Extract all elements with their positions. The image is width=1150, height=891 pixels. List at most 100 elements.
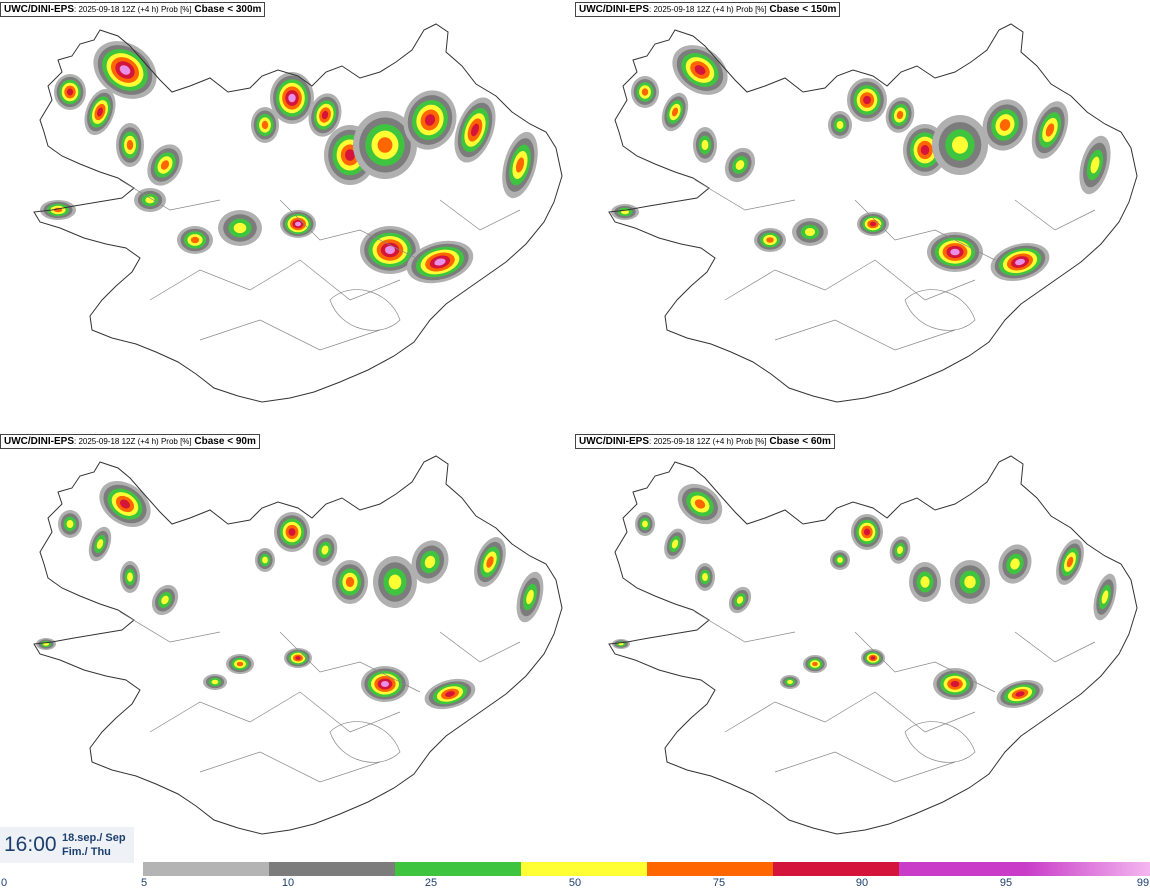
map-panel-150m: UWC/DINI-EPS: 2025-09-18 12Z (+4 h) Prob… bbox=[575, 0, 1150, 430]
probability-contour bbox=[701, 139, 709, 151]
region-border bbox=[279, 199, 421, 261]
legend-swatch-25-50 bbox=[395, 862, 521, 876]
probability-contour bbox=[735, 160, 745, 170]
region-border bbox=[1014, 199, 1096, 231]
probability-contour bbox=[641, 88, 649, 96]
region-border bbox=[279, 631, 421, 693]
probability-contour bbox=[920, 145, 930, 155]
legend-tick: 0 bbox=[0, 877, 8, 889]
coastline bbox=[608, 23, 1138, 403]
region-border bbox=[329, 289, 401, 331]
probability-field bbox=[611, 45, 1111, 282]
probability-contour bbox=[896, 110, 904, 120]
map-content bbox=[608, 455, 1138, 835]
probability-contour bbox=[486, 556, 494, 568]
legend-swatch-50-75 bbox=[521, 862, 647, 876]
map-content bbox=[33, 455, 563, 835]
legend-swatch-5-10 bbox=[143, 862, 269, 876]
probability-contour bbox=[787, 680, 793, 684]
probability-contour bbox=[952, 136, 968, 154]
probability-field bbox=[612, 483, 1117, 709]
legend-tick: 99 bbox=[1136, 877, 1150, 889]
region-border bbox=[774, 319, 956, 351]
panel-title: UWC/DINI-EPS: 2025-09-18 12Z (+4 h) Prob… bbox=[0, 434, 260, 449]
probability-field bbox=[40, 41, 538, 284]
probability-contour bbox=[161, 595, 169, 605]
probability-contour bbox=[288, 93, 296, 103]
region-border bbox=[199, 319, 381, 351]
probability-contour bbox=[1010, 558, 1020, 570]
probability-color-legend bbox=[143, 862, 1150, 876]
probability-contour bbox=[863, 528, 871, 536]
probability-contour bbox=[385, 246, 395, 254]
probability-contour bbox=[837, 557, 843, 563]
probability-contour bbox=[377, 137, 393, 153]
coastline bbox=[608, 455, 1138, 835]
probability-contour bbox=[1101, 590, 1109, 604]
region-border bbox=[329, 721, 401, 763]
region-border bbox=[1014, 631, 1096, 663]
valid-date: 18.sep./ Sep bbox=[62, 832, 126, 844]
probability-contour bbox=[288, 528, 296, 536]
legend-swatch-75-90 bbox=[647, 862, 773, 876]
probability-contour bbox=[66, 88, 74, 96]
probability-contour bbox=[381, 681, 389, 687]
coastline bbox=[33, 23, 563, 403]
probability-contour bbox=[295, 656, 301, 660]
probability-contour bbox=[766, 237, 774, 243]
probability-field bbox=[36, 481, 544, 710]
legend-tick: 95 bbox=[999, 877, 1013, 889]
legend-swatch-99 bbox=[1025, 862, 1150, 876]
probability-contour bbox=[1015, 691, 1025, 697]
region-border bbox=[149, 691, 401, 733]
probability-contour bbox=[526, 589, 534, 605]
coastline bbox=[33, 455, 563, 835]
legend-swatch-95-99 bbox=[899, 862, 1025, 876]
probability-contour bbox=[345, 576, 355, 588]
region-border bbox=[854, 199, 996, 261]
probability-contour bbox=[671, 539, 679, 549]
iceland-probability-map bbox=[608, 455, 1138, 835]
map-panel-300m: UWC/DINI-EPS: 2025-09-18 12Z (+4 h) Prob… bbox=[0, 0, 575, 430]
probability-contour bbox=[471, 123, 479, 137]
legend-swatch-90-95 bbox=[773, 862, 899, 876]
iceland-probability-map bbox=[608, 23, 1138, 403]
probability-contour bbox=[642, 520, 648, 528]
probability-contour bbox=[434, 258, 446, 266]
probability-contour bbox=[964, 575, 976, 589]
legend-tick: 90 bbox=[855, 877, 869, 889]
region-border bbox=[119, 179, 221, 211]
region-border bbox=[724, 691, 976, 733]
probability-contour bbox=[388, 574, 402, 590]
probability-contour bbox=[836, 121, 844, 129]
probability-contour bbox=[869, 221, 877, 227]
probability-contour bbox=[66, 520, 74, 528]
legend-tick: 75 bbox=[712, 877, 726, 889]
probability-contour bbox=[261, 120, 269, 130]
probability-contour bbox=[321, 110, 329, 120]
probability-contour bbox=[120, 499, 130, 509]
map-content bbox=[33, 23, 563, 403]
probability-contour bbox=[119, 65, 131, 75]
legend-tick: 5 bbox=[140, 877, 148, 889]
legend-tick: 50 bbox=[568, 877, 582, 889]
panel-title: UWC/DINI-EPS: 2025-09-18 12Z (+4 h) Prob… bbox=[575, 2, 841, 17]
map-panel-90m: UWC/DINI-EPS: 2025-09-18 12Z (+4 h) Prob… bbox=[0, 432, 575, 862]
probability-contour bbox=[345, 149, 355, 161]
legend-tick: 10 bbox=[281, 877, 295, 889]
valid-time: 16:00 bbox=[4, 833, 57, 856]
probability-contour bbox=[863, 95, 871, 105]
probability-contour bbox=[127, 572, 133, 582]
probability-contour bbox=[96, 539, 104, 549]
probability-contour bbox=[1066, 556, 1074, 568]
probability-contour bbox=[920, 576, 930, 588]
region-border bbox=[904, 721, 976, 763]
iceland-probability-map bbox=[33, 455, 563, 835]
probability-contour bbox=[950, 680, 960, 688]
probability-contour bbox=[126, 139, 134, 151]
probability-contour bbox=[736, 596, 744, 604]
panel-title: UWC/DINI-EPS: 2025-09-18 12Z (+4 h) Prob… bbox=[0, 2, 266, 17]
region-border bbox=[694, 179, 796, 211]
region-border bbox=[149, 259, 401, 301]
probability-contour bbox=[870, 656, 876, 660]
